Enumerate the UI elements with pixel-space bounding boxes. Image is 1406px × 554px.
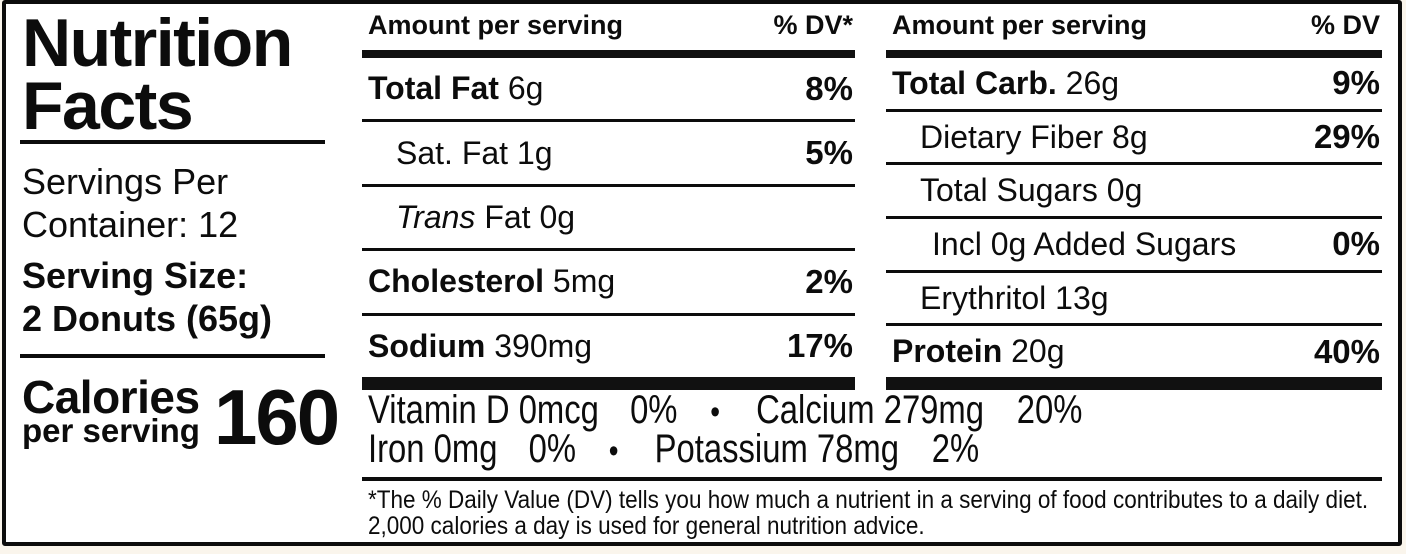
column-header: Amount per serving % DV*: [362, 0, 855, 48]
nutrient-amount: Fat 0g: [475, 199, 576, 236]
nutrient-rows: Total Fat 6g 8% Sat. Fat 1g 5% Trans Fat…: [362, 58, 855, 377]
serving-size-label: Serving Size:: [22, 255, 249, 296]
nutrient-name: Sodium: [368, 327, 486, 364]
nutrient-row-total-carb: Total Carb. 26g 9%: [886, 58, 1382, 112]
footnote-line1: *The % Daily Value (DV) tells you how mu…: [368, 486, 1369, 514]
divider-thick: [362, 377, 855, 390]
daily-value-footnote: *The % Daily Value (DV) tells you how mu…: [368, 487, 1403, 539]
nutrient-dv: 29%: [1313, 118, 1380, 155]
nutrient-name: Erythritol: [920, 279, 1047, 316]
calories-sublabel: per serving: [22, 412, 200, 449]
micronutrient-dv: 20%: [1016, 388, 1083, 432]
servings-per-container: Servings Per Container: 12: [22, 160, 238, 246]
nutrient-amount: 5mg: [544, 263, 616, 300]
nutrient-row-dietary-fiber: Dietary Fiber 8g 29%: [886, 112, 1382, 166]
nutrient-name: Cholesterol: [368, 263, 545, 300]
serving-size-value: 2 Donuts (65g): [22, 298, 273, 340]
nutrient-dv: 8%: [805, 69, 853, 107]
nutrient-row-erythritol: Erythritol 13g: [886, 273, 1382, 327]
percent-dv-label: % DV*: [773, 10, 853, 40]
footnote-line2: 2,000 calories a day is used for general…: [368, 512, 925, 540]
nutrient-name: Dietary Fiber: [920, 118, 1104, 155]
nutrient-amount: 20g: [1002, 333, 1065, 370]
divider-thick: [886, 377, 1382, 390]
micronutrient-item: Potassium 78mg: [654, 427, 899, 471]
micronutrient-dv: 0%: [630, 388, 678, 432]
nutrient-row-added-sugars: Incl 0g Added Sugars 0%: [886, 219, 1382, 273]
micronutrient-item: Vitamin D 0mcg: [368, 388, 599, 432]
nutrient-amount: 1g: [508, 134, 553, 171]
nutrient-dv: 0%: [1332, 225, 1380, 263]
nutrient-row-sodium: Sodium 390mg 17%: [362, 316, 855, 377]
nutrient-amount: 13g: [1046, 279, 1109, 316]
micronutrients-section: Vitamin D 0mcg 0% • Calcium 279mg 20% Ir…: [368, 388, 1382, 471]
divider-thick: [886, 50, 1382, 58]
nutrient-row-protein: Protein 20g 40%: [886, 326, 1382, 377]
nutrient-row-total-sugars: Total Sugars 0g: [886, 165, 1382, 220]
divider-thick: [362, 477, 1382, 481]
nutrient-dv: 9%: [1332, 64, 1380, 102]
column-header: Amount per serving % DV: [886, 0, 1382, 48]
nutrient-name: Trans: [396, 199, 476, 236]
servings-line2: Container: 12: [22, 204, 239, 246]
serving-size: Serving Size: 2 Donuts (65g): [22, 254, 272, 340]
percent-dv-label: % DV: [1310, 10, 1380, 40]
micronutrient-dv: 0%: [528, 427, 577, 471]
nutrient-name: Total Carb.: [892, 64, 1057, 101]
divider: [20, 140, 325, 144]
amount-per-serving-label: Amount per serving: [368, 10, 624, 40]
micronutrient-line-1: Vitamin D 0mcg 0% • Calcium 279mg 20%: [368, 388, 1199, 432]
nutrient-row-trans-fat: Trans Fat 0g: [362, 187, 855, 252]
calories-value: 160: [214, 373, 340, 461]
nutrient-amount: 8g: [1103, 118, 1148, 155]
nutrient-amount: 390mg: [485, 327, 593, 364]
calories-label: Calories: [22, 371, 200, 423]
divider-thick: [362, 50, 855, 58]
nutrient-amount: 6g: [498, 70, 544, 107]
nutrition-facts-title: Nutrition Facts: [22, 5, 293, 144]
nutrient-dv: 2%: [805, 262, 853, 300]
nutrient-row-sat-fat: Sat. Fat 1g 5%: [362, 122, 855, 187]
amount-per-serving-label: Amount per serving: [892, 10, 1148, 40]
nutrient-amount: 0g: [1097, 172, 1143, 209]
nutrient-row-total-fat: Total Fat 6g 8%: [362, 58, 855, 123]
nutrient-name: Total Fat: [368, 70, 499, 107]
nutrient-name: Total Sugars: [920, 172, 1098, 209]
nutrient-name: Protein: [892, 333, 1003, 370]
nutrient-rows: Total Carb. 26g 9% Dietary Fiber 8g 29% …: [886, 58, 1382, 377]
bullet-separator: •: [608, 432, 619, 470]
servings-line1: Servings Per: [22, 161, 229, 202]
nutrient-row-cholesterol: Cholesterol 5mg 2%: [362, 251, 855, 316]
divider: [20, 354, 325, 358]
nutrient-dv: 5%: [805, 134, 853, 172]
micronutrient-item: Iron 0mg: [368, 427, 498, 471]
micronutrient-dv: 2%: [931, 427, 980, 471]
nutrient-name: Incl 0g Added Sugars: [932, 225, 1237, 262]
nutrient-amount: 26g: [1056, 64, 1120, 101]
nutrient-name: Sat. Fat: [396, 134, 509, 171]
bullet-separator: •: [710, 393, 721, 431]
nutrient-dv: 40%: [1313, 332, 1380, 370]
micronutrient-line-2: Iron 0mg 0% • Potassium 78mg 2%: [368, 427, 1199, 471]
micronutrient-item: Calcium 279mg: [756, 388, 984, 432]
nutrient-dv: 17%: [786, 327, 853, 365]
